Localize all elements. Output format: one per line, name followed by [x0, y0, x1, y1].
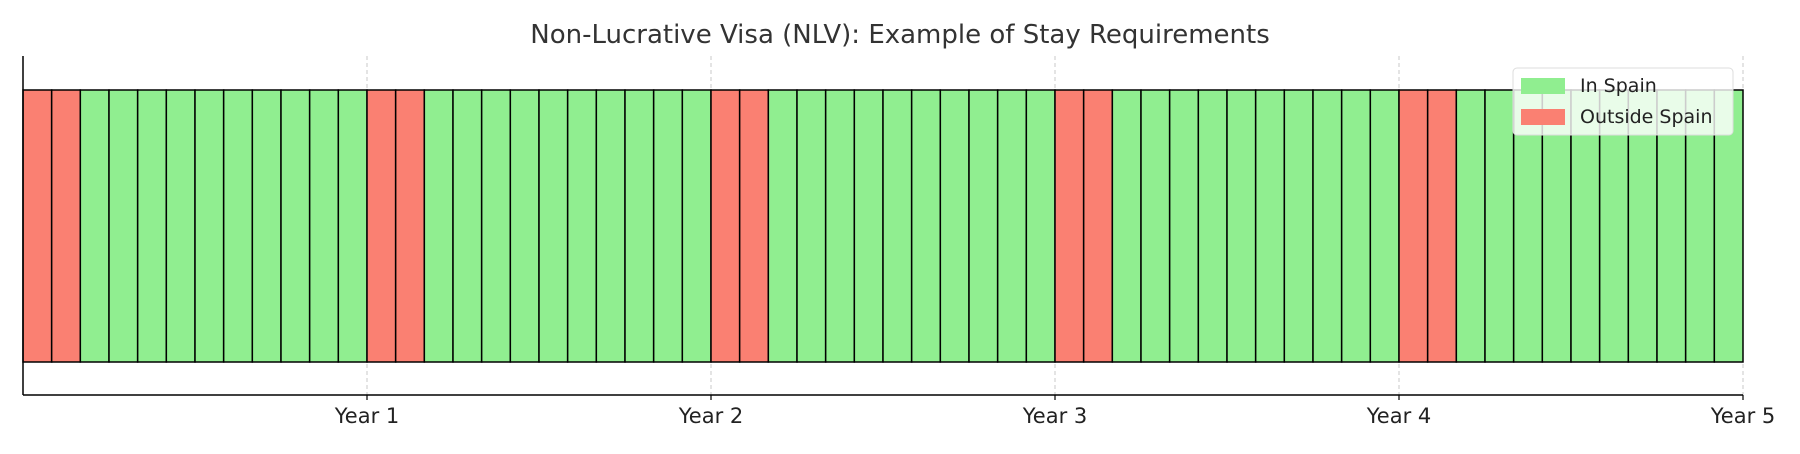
month-bar-in-spain: [222, 89, 254, 363]
month-bar-in-spain: [1111, 89, 1142, 363]
month-bar-in-spain: [79, 89, 110, 363]
legend-swatch-in: [1521, 78, 1565, 94]
x-axis-ticks: Year 1 Year 2 Year 3 Year 4 Year 5: [334, 395, 1776, 428]
month-bar-in-spain: [796, 89, 827, 363]
month-bar-in-spain: [1484, 89, 1515, 363]
month-bar-in-spain: [108, 89, 139, 363]
month-bar-in-spain: [194, 89, 225, 363]
legend-swatch-out: [1521, 109, 1565, 125]
legend-label-out: Outside Spain: [1580, 106, 1713, 128]
month-bar-in-spain: [1140, 89, 1171, 363]
month-bars: [22, 89, 1744, 363]
month-bar-in-spain: [595, 89, 626, 363]
month-bar-in-spain: [423, 89, 454, 363]
month-bar-in-spain: [824, 89, 856, 363]
month-bar-in-spain: [1369, 89, 1400, 363]
month-bar-outside-spain: [1082, 89, 1114, 363]
month-bar-in-spain: [452, 89, 483, 363]
month-bar-in-spain: [480, 89, 512, 363]
month-bar-outside-spain: [394, 89, 426, 363]
month-bar-in-spain: [308, 89, 340, 363]
month-bar-in-spain: [681, 89, 712, 363]
month-bar-in-spain: [996, 89, 1028, 363]
month-bar-outside-spain: [366, 89, 397, 363]
legend-box: [1512, 67, 1734, 136]
x-tick-label: Year 2: [678, 404, 744, 428]
month-bar-in-spain: [1455, 89, 1486, 363]
month-bar-outside-spain: [738, 89, 770, 363]
month-bar-in-spain: [968, 89, 999, 363]
x-tick-label: Year 1: [334, 404, 400, 428]
chart-title: Non-Lucrative Visa (NLV): Example of Sta…: [530, 20, 1270, 50]
month-bar-in-spain: [853, 89, 884, 363]
month-bar-in-spain: [1197, 89, 1228, 363]
month-bar-in-spain: [1226, 89, 1257, 363]
month-bar-in-spain: [767, 89, 798, 363]
month-bar-in-spain: [939, 89, 970, 363]
month-bar-in-spain: [652, 89, 684, 363]
month-bar-in-spain: [251, 89, 282, 363]
month-bar-outside-spain: [1054, 89, 1085, 363]
month-bar-in-spain: [882, 89, 913, 363]
legend: In Spain Outside Spain: [1512, 67, 1734, 136]
x-tick-label: Year 4: [1366, 404, 1432, 428]
month-bar-in-spain: [910, 89, 942, 363]
x-tick-label: Year 3: [1022, 404, 1088, 428]
month-bar-in-spain: [337, 89, 368, 363]
month-bar-outside-spain: [710, 89, 741, 363]
month-bar-in-spain: [280, 89, 311, 363]
month-bar-in-spain: [1168, 89, 1200, 363]
axes: [22, 56, 1743, 396]
month-bar-in-spain: [538, 89, 569, 363]
month-bar-in-spain: [509, 89, 540, 363]
month-bar-in-spain: [165, 89, 196, 363]
month-bar-in-spain: [1025, 89, 1056, 363]
month-bar-in-spain: [1312, 89, 1343, 363]
month-bar-in-spain: [1283, 89, 1314, 363]
legend-label-in: In Spain: [1580, 75, 1657, 97]
month-bar-in-spain: [624, 89, 655, 363]
month-bar-outside-spain: [22, 89, 53, 363]
month-bar-in-spain: [1254, 89, 1286, 363]
month-bar-in-spain: [1340, 89, 1372, 363]
month-bar-in-spain: [566, 89, 598, 363]
month-bar-in-spain: [136, 89, 168, 363]
x-tick-label: Year 5: [1710, 404, 1776, 428]
month-bar-outside-spain: [50, 89, 82, 363]
month-bar-outside-spain: [1426, 89, 1458, 363]
month-bar-outside-spain: [1398, 89, 1429, 363]
